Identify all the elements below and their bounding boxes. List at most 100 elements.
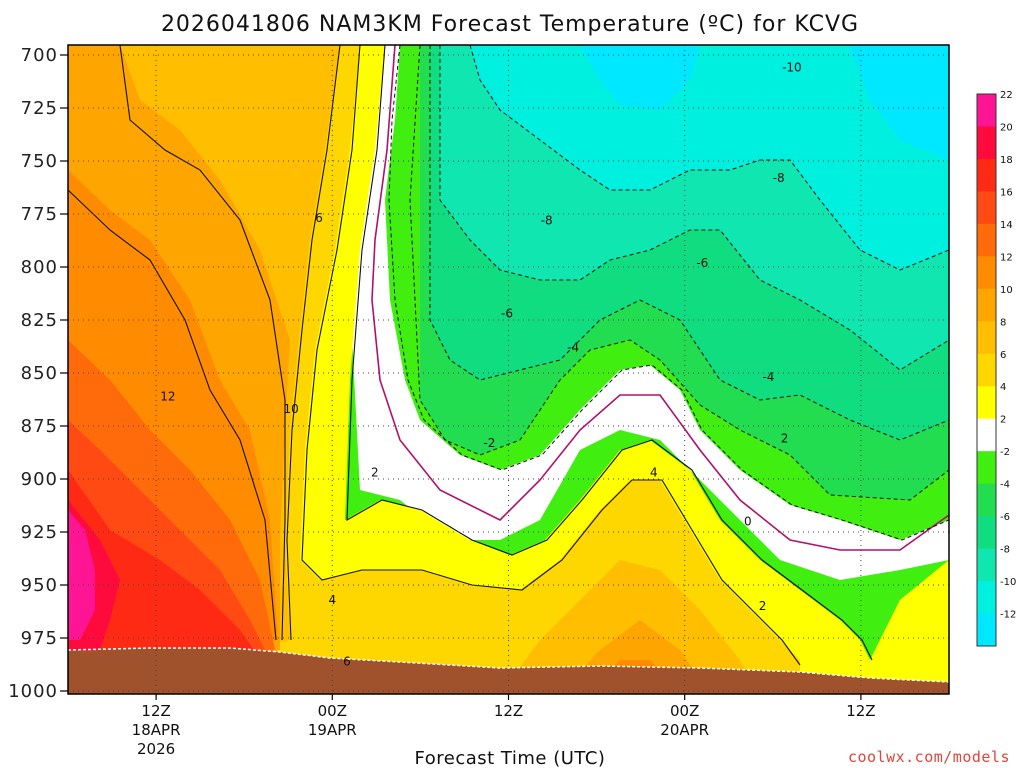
contour-label: 2	[781, 432, 789, 446]
colorbar-label: -12	[1000, 610, 1016, 621]
x-tick-label: 00Z	[670, 702, 699, 720]
colorbar-swatch	[977, 581, 996, 615]
colorbar-label: 20	[1000, 122, 1013, 133]
colorbar-label: 16	[1000, 187, 1013, 198]
colorbar-swatch	[977, 516, 996, 550]
contour-label: -6	[501, 307, 513, 321]
y-tick-label: 950	[21, 575, 58, 596]
colorbar-swatch	[977, 386, 996, 420]
contour-label: -4	[762, 370, 774, 384]
contour-label: -8	[541, 213, 553, 227]
contour-labels: 12 10 6 4 6 2 -2 -6 -8 -4 4 -6 0 2 -4 -8 2 -10	[160, 61, 801, 669]
contour-label: 6	[343, 654, 351, 668]
colorbar-label: -6	[1000, 512, 1010, 523]
contour-label: -10	[782, 61, 802, 75]
colorbar-swatch	[977, 158, 996, 192]
contour-label: 4	[328, 593, 336, 607]
colorbar-swatch	[977, 191, 996, 225]
temperature-field: 12 10 6 4 6 2 -2 -6 -8 -4 4 -6 0 2 -4 -8 2 -10	[68, 45, 949, 694]
contour-label: 10	[284, 402, 299, 416]
y-tick-label: 925	[21, 522, 58, 543]
y-tick-label: 1000	[8, 681, 58, 702]
y-tick-label: 975	[21, 628, 58, 649]
x-tick-label: 12Z	[494, 702, 523, 720]
colorbar-swatch	[977, 256, 996, 290]
zone-minus10	[470, 45, 949, 270]
colorbar-label: 2	[1000, 415, 1006, 426]
zone-16to18	[68, 470, 265, 694]
colorbar-swatch	[977, 94, 996, 127]
chart-title: 2026041806 NAM3KM Forecast Temperature (…	[161, 12, 859, 37]
colorbar-swatch	[977, 613, 996, 647]
colorbar: 22 20 18 16 14 12 10 8 6 4 2 -2 -4 -6 -8 -10 -12	[976, 90, 1016, 647]
x-tick-date: 20APR	[660, 721, 709, 739]
contour-label: -8	[773, 171, 785, 185]
colorbar-label: 22	[1000, 90, 1013, 101]
contour-minus8	[439, 45, 949, 371]
contour-minus2	[388, 45, 949, 541]
x-axis-label: Forecast Time (UTC)	[415, 748, 606, 768]
contour-label: -4	[567, 341, 579, 355]
contour-minus6	[429, 45, 949, 441]
contour-label: -6	[696, 256, 708, 270]
contour-6	[286, 45, 341, 641]
grid	[68, 45, 949, 694]
colorbar-label: -10	[1000, 577, 1016, 588]
contour-minus4	[409, 45, 949, 501]
y-tick-label: 825	[21, 310, 58, 331]
colorbar-swatch	[977, 126, 996, 160]
colorbar-label: 18	[1000, 155, 1013, 166]
credit-text: coolwx.com/models	[848, 748, 1010, 766]
colorbar-label: 12	[1000, 252, 1013, 263]
contour-label: 2	[371, 466, 379, 480]
contour-label: 4	[650, 466, 658, 480]
zone-minus12	[580, 45, 700, 110]
colorbar-swatch	[977, 223, 996, 257]
contour-4	[301, 45, 801, 666]
colorbar-label: 14	[1000, 220, 1013, 231]
x-tick-label: 00Z	[318, 702, 347, 720]
zone-minus12-east	[849, 45, 949, 160]
colorbar-label: 4	[1000, 382, 1006, 393]
colorbar-frame	[976, 93, 997, 647]
colorbar-label: 8	[1000, 317, 1006, 328]
contour-label: 12	[160, 389, 175, 403]
contour-label: 2	[759, 599, 767, 613]
colorbar-label: 10	[1000, 285, 1013, 296]
colorbar-swatch	[977, 451, 996, 485]
x-tick-label: 12Z	[846, 702, 875, 720]
colorbar-swatch	[977, 548, 996, 582]
y-tick-label: 700	[21, 45, 58, 66]
colorbar-swatch	[977, 321, 996, 355]
y-tick-label: 775	[21, 204, 58, 225]
contour-label: 6	[315, 211, 323, 225]
y-axis: 700 725 750 775 800 825 850 875 900 925 950 975 1000	[8, 45, 68, 702]
colorbar-swatch	[977, 288, 996, 322]
y-tick-label: 800	[21, 257, 58, 278]
surface-line	[68, 647, 949, 683]
colorbar-swatch	[977, 483, 996, 517]
y-tick-label: 900	[21, 469, 58, 490]
colorbar-label: -4	[1000, 480, 1010, 491]
contour-label: -2	[483, 436, 495, 450]
x-tick-date: 18APR	[132, 721, 181, 739]
colorbar-swatch	[977, 353, 996, 387]
x-tick-label: 12Z	[141, 702, 170, 720]
colorbar-label: 6	[1000, 350, 1006, 361]
y-tick-label: 750	[21, 151, 58, 172]
contour-label: 0	[744, 514, 752, 528]
x-tick-year: 2026	[137, 740, 175, 758]
y-tick-label: 850	[21, 363, 58, 384]
colorbar-label: -2	[1000, 447, 1010, 458]
contour-2	[346, 45, 873, 661]
zone-6to8-south	[500, 560, 760, 694]
contour-12	[68, 189, 277, 641]
colorbar-label: -8	[1000, 545, 1010, 556]
zone-20to22	[68, 510, 95, 640]
y-tick-label: 875	[21, 416, 58, 437]
x-tick-date: 19APR	[308, 721, 357, 739]
contour-10	[119, 45, 286, 641]
colorbar-swatch	[977, 418, 996, 452]
